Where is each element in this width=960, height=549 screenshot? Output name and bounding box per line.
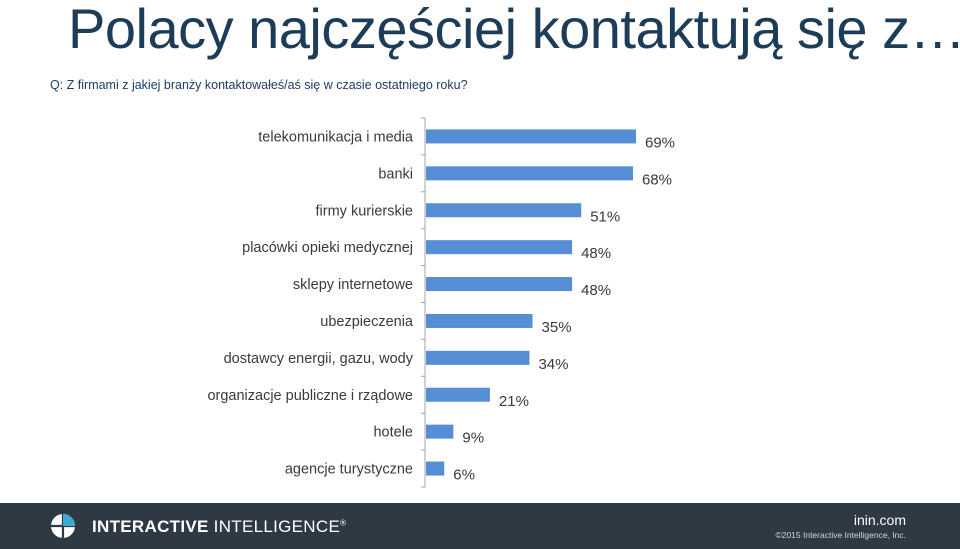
bar <box>426 313 533 328</box>
value-label: 51% <box>590 208 620 225</box>
brand-name-regular: INTELLIGENCE <box>213 517 341 536</box>
bar <box>426 203 582 218</box>
value-label: 48% <box>581 245 611 262</box>
value-label: 48% <box>581 282 611 299</box>
bar <box>426 387 490 402</box>
bar <box>426 461 445 476</box>
value-label: 6% <box>453 467 475 484</box>
bar <box>426 166 633 181</box>
value-label: 9% <box>462 430 484 447</box>
bar <box>426 129 636 144</box>
value-label: 34% <box>538 356 568 373</box>
brand-name-bold: INTERACTIVE <box>92 517 209 536</box>
bar <box>426 240 573 255</box>
category-label: organizacje publiczne i rządowe <box>207 388 413 404</box>
category-label: agencje turystyczne <box>285 462 413 478</box>
category-label: hotele <box>373 425 413 441</box>
category-label: ubezpieczenia <box>320 314 414 330</box>
category-label: sklepy internetowe <box>293 277 413 293</box>
value-label: 35% <box>542 319 572 336</box>
value-label: 21% <box>499 393 529 410</box>
website-link[interactable]: inin.com <box>853 512 906 528</box>
bar <box>426 424 454 439</box>
survey-question: Q: Z firmami z jakiej branży kontaktował… <box>50 78 468 92</box>
value-label: 69% <box>645 134 675 151</box>
category-label: banki <box>378 166 413 182</box>
category-label: placówki opieki medycznej <box>242 240 413 256</box>
category-label: firmy kurierskie <box>316 203 413 219</box>
bar <box>426 277 573 292</box>
value-label: 68% <box>642 171 672 188</box>
brand-mark: ® <box>340 518 347 528</box>
bar-group: telekomunikacja i media 69% banki 68% firmy … <box>207 117 675 488</box>
brand-name: INTERACTIVE INTELLIGENCE® <box>92 517 346 537</box>
category-label: dostawcy energii, gazu, wody <box>224 351 414 367</box>
category-label: telekomunikacja i media <box>258 129 414 145</box>
page-title: Polacy najczęściej kontaktują się z… <box>68 0 960 60</box>
copyright-text: ©2015 Interactive Intelligence, Inc. <box>775 530 906 540</box>
bar <box>426 350 530 365</box>
interactive-intelligence-logo-icon <box>51 514 75 538</box>
footer: INTERACTIVE INTELLIGENCE® inin.com ©2015… <box>0 503 960 549</box>
bar-chart: telekomunikacja i media 69% banki 68% firmy … <box>207 117 675 488</box>
